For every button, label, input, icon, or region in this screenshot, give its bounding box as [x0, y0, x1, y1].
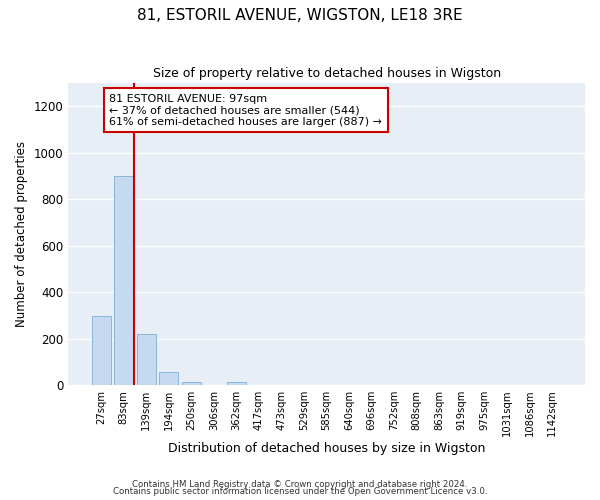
Bar: [137, 334, 156, 385]
Bar: [92, 316, 111, 385]
Title: Size of property relative to detached houses in Wigston: Size of property relative to detached ho…: [152, 68, 500, 80]
Bar: [182, 382, 201, 385]
Bar: [114, 176, 133, 385]
Y-axis label: Number of detached properties: Number of detached properties: [15, 141, 28, 327]
Bar: [227, 382, 246, 385]
Text: Contains public sector information licensed under the Open Government Licence v3: Contains public sector information licen…: [113, 487, 487, 496]
Text: 81 ESTORIL AVENUE: 97sqm
← 37% of detached houses are smaller (544)
61% of semi-: 81 ESTORIL AVENUE: 97sqm ← 37% of detach…: [109, 94, 382, 126]
X-axis label: Distribution of detached houses by size in Wigston: Distribution of detached houses by size …: [168, 442, 485, 455]
Text: Contains HM Land Registry data © Crown copyright and database right 2024.: Contains HM Land Registry data © Crown c…: [132, 480, 468, 489]
Text: 81, ESTORIL AVENUE, WIGSTON, LE18 3RE: 81, ESTORIL AVENUE, WIGSTON, LE18 3RE: [137, 8, 463, 22]
Bar: [159, 372, 178, 385]
